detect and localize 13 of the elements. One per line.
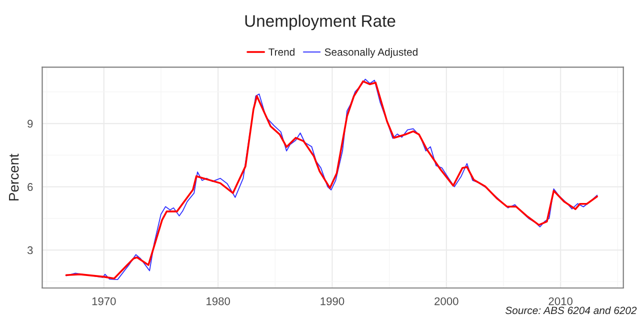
y-tick-label: 9 (28, 120, 33, 128)
x-tick-label: 2000 (434, 297, 458, 306)
x-tick-label: 2010 (548, 297, 572, 306)
x-tick-label: 1990 (320, 297, 344, 306)
x-tick-label: 1980 (206, 297, 230, 306)
x-tick-label: 1970 (92, 297, 116, 306)
chart-title: Unemployment Rate (245, 14, 396, 30)
y-tick-label: 3 (27, 246, 33, 254)
legend-label: Seasonally Adjusted (324, 48, 418, 58)
source-note: Source: ABS 6204 and 6202 (505, 306, 637, 314)
legend-label: Trend (268, 48, 294, 56)
y-axis-title: Percent (9, 154, 19, 200)
y-tick-label: 6 (28, 183, 33, 191)
